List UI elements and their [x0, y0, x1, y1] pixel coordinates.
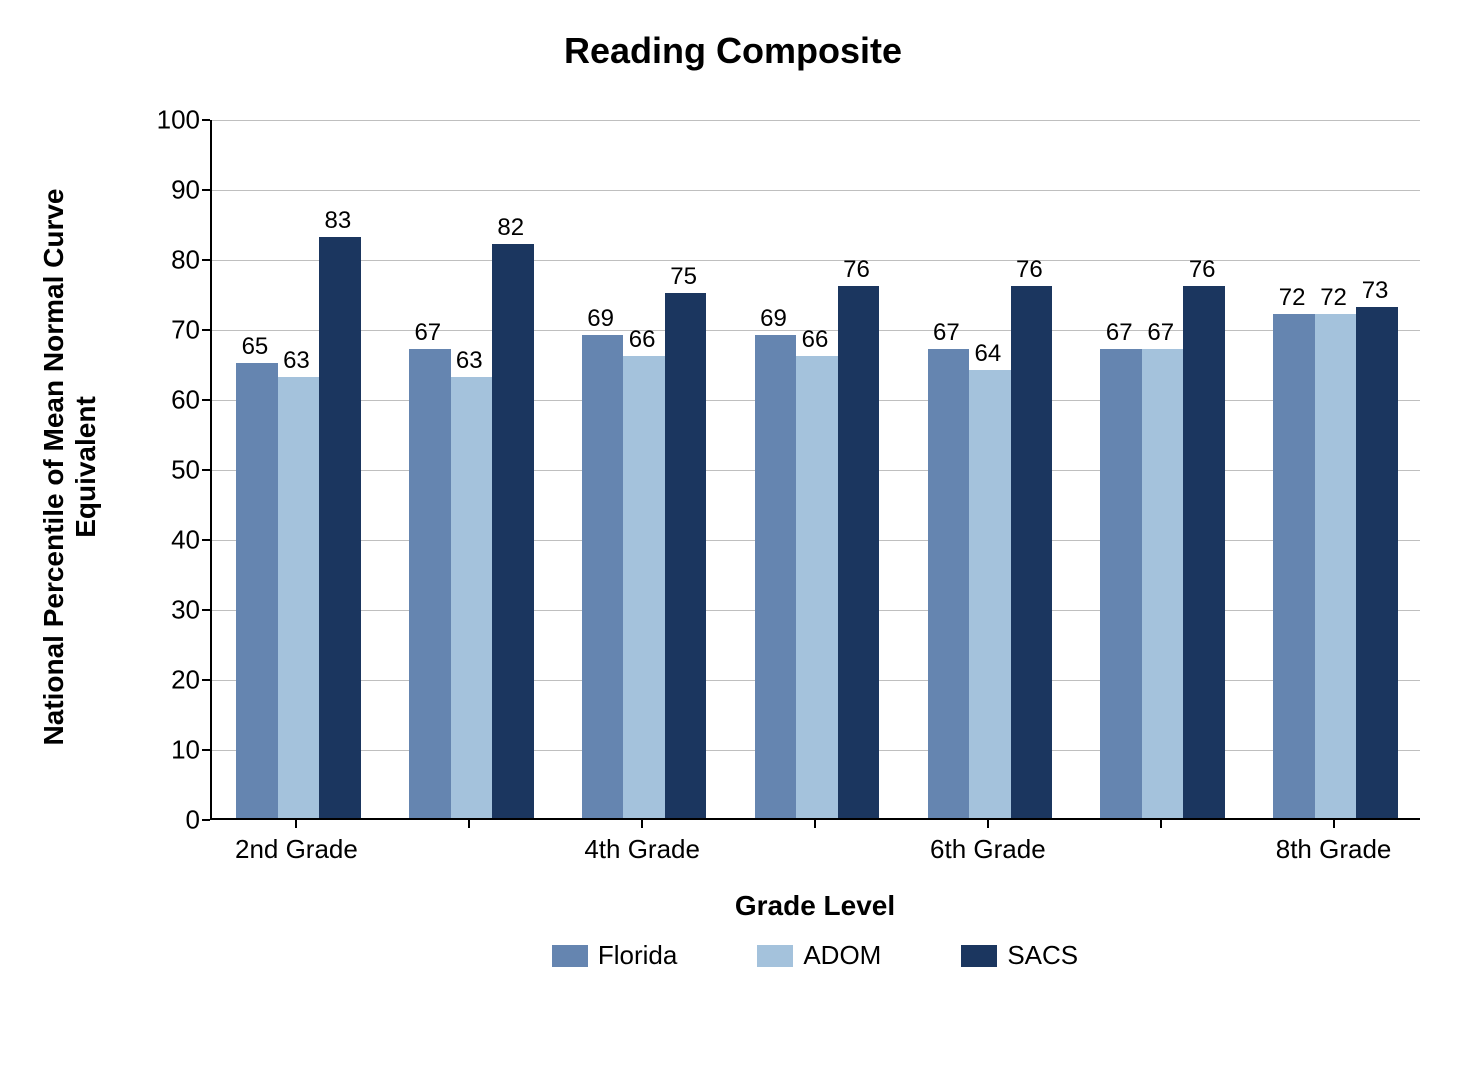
bar-value-label: 76	[1016, 256, 1043, 284]
bar	[319, 237, 360, 818]
bar-value-label: 67	[933, 319, 960, 347]
x-tick-mark	[814, 820, 816, 828]
x-tick-mark	[295, 820, 297, 828]
y-tick-label: 100	[140, 105, 200, 136]
bar-value-label: 83	[325, 207, 352, 235]
bar-value-label: 76	[843, 256, 870, 284]
chart-container: Reading Composite National Percentile of…	[0, 0, 1466, 1088]
y-tick-mark	[202, 469, 210, 471]
gridline	[212, 190, 1420, 191]
y-tick-mark	[202, 679, 210, 681]
bar-value-label: 64	[974, 340, 1001, 368]
y-tick-mark	[202, 119, 210, 121]
chart-title: Reading Composite	[0, 30, 1466, 72]
bar-value-label: 67	[414, 319, 441, 347]
y-tick-label: 50	[140, 455, 200, 486]
bar-value-label: 65	[242, 333, 269, 361]
bar-value-label: 76	[1189, 256, 1216, 284]
gridline	[212, 260, 1420, 261]
x-tick-mark	[1333, 820, 1335, 828]
y-tick-label: 30	[140, 595, 200, 626]
bar	[755, 335, 796, 818]
y-tick-mark	[202, 259, 210, 261]
bar-value-label: 82	[497, 214, 524, 242]
bar	[969, 370, 1010, 818]
bar	[492, 244, 533, 818]
legend-swatch	[552, 945, 588, 967]
bar-value-label: 72	[1320, 284, 1347, 312]
y-axis-title: National Percentile of Mean Normal Curve…	[38, 117, 102, 817]
x-tick-label: 2nd Grade	[235, 834, 358, 865]
bar-value-label: 73	[1362, 277, 1389, 305]
bar	[1273, 314, 1314, 818]
y-tick-mark	[202, 189, 210, 191]
y-tick-label: 40	[140, 525, 200, 556]
y-tick-mark	[202, 399, 210, 401]
y-tick-label: 10	[140, 735, 200, 766]
bar-value-label: 63	[283, 347, 310, 375]
bar	[1356, 307, 1397, 818]
bar-value-label: 69	[760, 305, 787, 333]
y-tick-label: 70	[140, 315, 200, 346]
legend: Florida ADOM SACS	[210, 940, 1420, 971]
gridline	[212, 120, 1420, 121]
legend-swatch	[961, 945, 997, 967]
legend-swatch	[757, 945, 793, 967]
bar-value-label: 75	[670, 263, 697, 291]
x-tick-mark	[1160, 820, 1162, 828]
bar	[1142, 349, 1183, 818]
bar-value-label: 67	[1147, 319, 1174, 347]
bar-value-label: 69	[587, 305, 614, 333]
legend-item: ADOM	[757, 940, 881, 971]
y-tick-mark	[202, 539, 210, 541]
x-axis-title: Grade Level	[210, 890, 1420, 922]
bar	[1100, 349, 1141, 818]
bar	[665, 293, 706, 818]
y-tick-label: 90	[140, 175, 200, 206]
y-tick-label: 60	[140, 385, 200, 416]
y-tick-label: 0	[140, 805, 200, 836]
y-tick-mark	[202, 609, 210, 611]
plot-area	[210, 120, 1420, 820]
y-tick-mark	[202, 329, 210, 331]
legend-label: SACS	[1007, 940, 1078, 971]
bar	[409, 349, 450, 818]
y-tick-label: 80	[140, 245, 200, 276]
x-tick-mark	[987, 820, 989, 828]
x-tick-label: 8th Grade	[1276, 834, 1392, 865]
bar-value-label: 66	[802, 326, 829, 354]
bar	[1011, 286, 1052, 818]
legend-item: SACS	[961, 940, 1078, 971]
bar	[1183, 286, 1224, 818]
bar	[796, 356, 837, 818]
bar-value-label: 63	[456, 347, 483, 375]
y-tick-mark	[202, 749, 210, 751]
bar-value-label: 66	[629, 326, 656, 354]
bar	[451, 377, 492, 818]
bar	[838, 286, 879, 818]
bar	[278, 377, 319, 818]
bar	[623, 356, 664, 818]
bar	[582, 335, 623, 818]
y-tick-label: 20	[140, 665, 200, 696]
x-tick-label: 6th Grade	[930, 834, 1046, 865]
bar	[236, 363, 277, 818]
legend-label: Florida	[598, 940, 677, 971]
bar-value-label: 67	[1106, 319, 1133, 347]
legend-label: ADOM	[803, 940, 881, 971]
bar	[928, 349, 969, 818]
x-tick-mark	[468, 820, 470, 828]
x-tick-mark	[641, 820, 643, 828]
bar	[1315, 314, 1356, 818]
legend-item: Florida	[552, 940, 677, 971]
y-tick-mark	[202, 819, 210, 821]
bar-value-label: 72	[1279, 284, 1306, 312]
x-tick-label: 4th Grade	[584, 834, 700, 865]
